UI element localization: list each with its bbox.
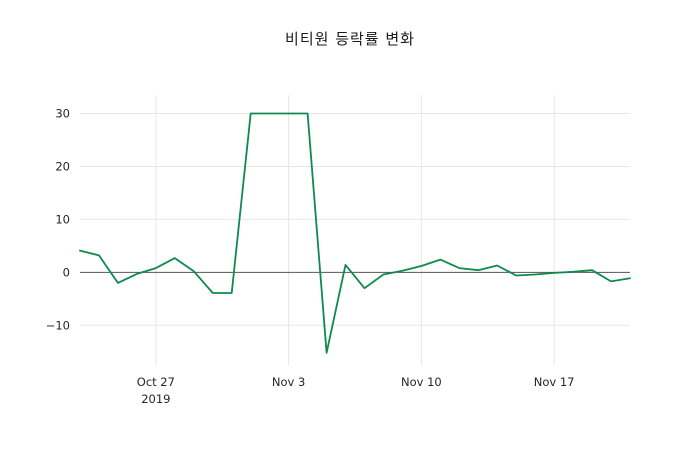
chart-title: 비티원 등락률 변화 [285,30,415,48]
x-tick-label: Nov 17 [534,375,575,389]
x-tick-label: Oct 27 [137,375,175,389]
y-tick-label: 20 [55,159,70,173]
y-tick-label: 0 [63,265,70,279]
y-tick-label: 10 [55,212,70,226]
x-tick-label: Nov 10 [401,375,442,389]
x-tick-sublabel: 2019 [141,392,170,406]
x-tick-label: Nov 3 [272,375,305,389]
series-line [79,112,631,354]
y-tick-label: −10 [46,318,70,332]
y-tick-label: 30 [55,107,70,121]
